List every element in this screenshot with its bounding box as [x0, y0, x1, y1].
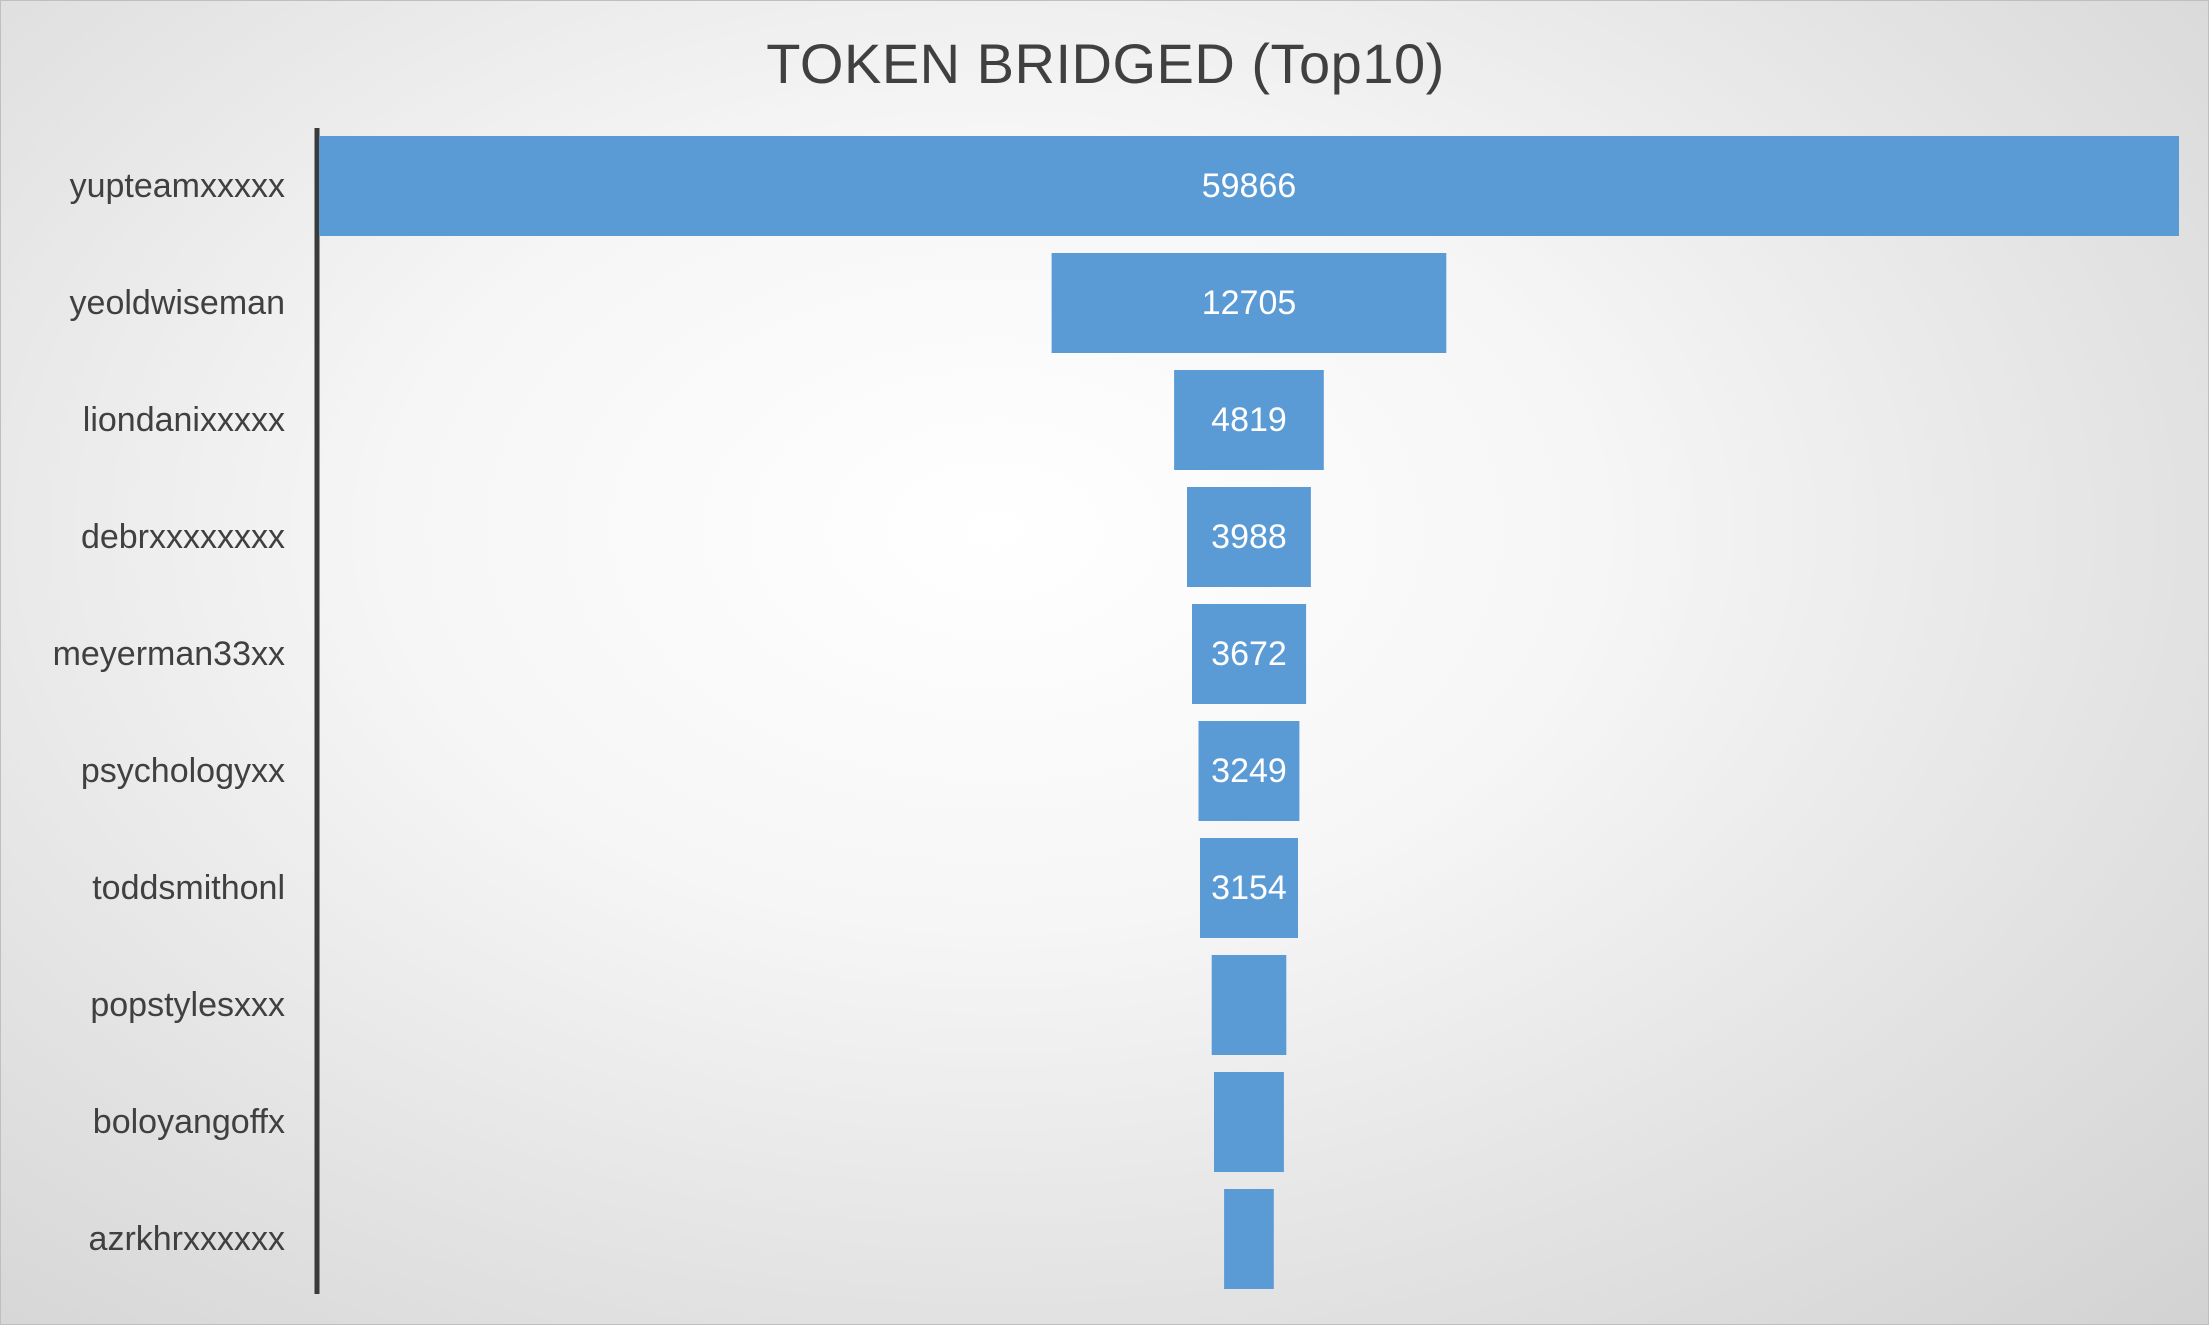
category-label: popstylesxxx	[90, 986, 285, 1024]
bar-debrxxxxxxxx	[1187, 487, 1311, 587]
data-label: 3672	[1211, 635, 1287, 673]
data-label: 3988	[1211, 518, 1287, 556]
category-label: psychologyxx	[81, 752, 285, 790]
bar-popstylesxxx	[1211, 955, 1287, 1055]
bar-boloyangoffx	[1214, 1072, 1284, 1172]
data-label: 12705	[1202, 284, 1297, 322]
bar-psychologyxx	[1198, 721, 1300, 821]
bar-toddsmithonl	[1200, 838, 1298, 938]
category-label: yupteamxxxxx	[70, 167, 285, 205]
category-label: liondanixxxxx	[83, 401, 285, 439]
category-label: boloyangoffx	[93, 1103, 285, 1141]
chart-title: TOKEN BRIDGED (Top10)	[766, 32, 1445, 95]
bar-yeoldwiseman	[1051, 253, 1447, 353]
bar-yupteamxxxxx	[319, 136, 2179, 236]
bar-meyerman33xx	[1192, 604, 1307, 704]
category-label: yeoldwiseman	[70, 284, 285, 322]
category-label: toddsmithonl	[92, 869, 285, 907]
bar-liondanixxxxx	[1174, 370, 1324, 470]
data-label: 3249	[1211, 752, 1287, 790]
data-label: 4819	[1211, 401, 1287, 439]
bars-group	[319, 136, 2179, 1289]
category-label: debrxxxxxxxx	[81, 518, 285, 556]
category-labels-group: yupteamxxxxx yeoldwiseman liondanixxxxx deb…	[53, 167, 285, 1258]
data-label: 59866	[1202, 167, 1297, 205]
category-label: meyerman33xx	[53, 635, 285, 673]
data-label: 3154	[1211, 869, 1287, 907]
data-labels-group: 59866 12705 4819 3988 3672 3249 3154	[1202, 167, 1297, 907]
category-label: azrkhrxxxxxx	[89, 1220, 285, 1258]
bar-azrkhrxxxxxx	[1224, 1189, 1274, 1289]
